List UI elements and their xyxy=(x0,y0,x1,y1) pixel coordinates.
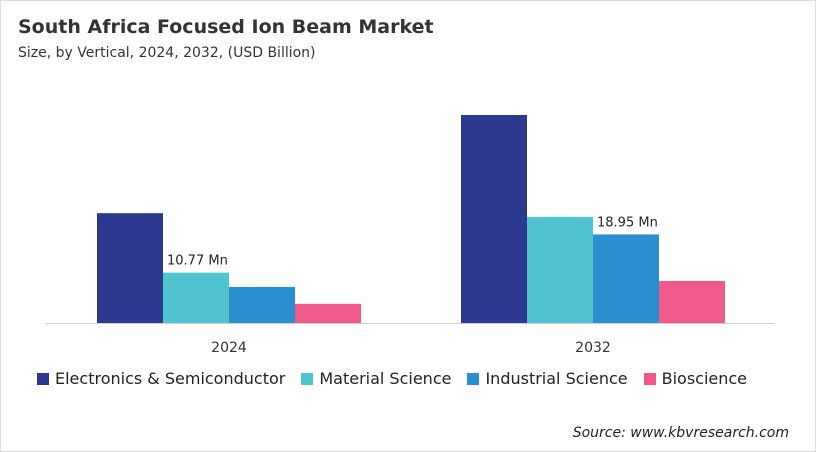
legend-label: Industrial Science xyxy=(485,369,628,388)
legend-swatch xyxy=(301,372,314,385)
x-tick-label: 2032 xyxy=(575,340,611,356)
legend-item: Industrial Science xyxy=(467,369,628,388)
x-tick-label: 2024 xyxy=(211,340,247,356)
bar-industrial-science-2032 xyxy=(593,234,659,323)
legend-item: Material Science xyxy=(301,369,451,388)
legend: Electronics & Semiconductor Material Scie… xyxy=(37,369,747,388)
data-label: 18.95 Mn xyxy=(597,215,658,230)
legend-label: Electronics & Semiconductor xyxy=(55,369,286,388)
chart-title: South Africa Focused Ion Beam Market xyxy=(18,16,434,38)
legend-swatch xyxy=(643,372,656,385)
bar-electronics-semiconductor-2032 xyxy=(461,115,527,323)
data-label: 10.77 Mn xyxy=(167,254,228,269)
bar-industrial-science-2024 xyxy=(229,287,295,323)
legend-swatch xyxy=(467,372,480,385)
legend-label: Bioscience xyxy=(661,369,748,388)
bar-material-science-2024 xyxy=(163,272,229,323)
legend-label: Material Science xyxy=(319,369,452,388)
legend-item: Bioscience xyxy=(643,369,748,388)
source-note: Source: www.kbvresearch.com xyxy=(572,425,789,441)
bar-bioscience-2032 xyxy=(659,280,725,323)
bar-bioscience-2024 xyxy=(295,303,361,323)
bar-electronics-semiconductor-2024 xyxy=(97,213,163,323)
legend-item: Electronics & Semiconductor xyxy=(37,369,285,388)
bar-material-science-2032 xyxy=(527,216,593,323)
legend-swatch xyxy=(37,372,49,385)
chart-subtitle: Size, by Vertical, 2024, 2032, (USD Bill… xyxy=(18,45,316,61)
